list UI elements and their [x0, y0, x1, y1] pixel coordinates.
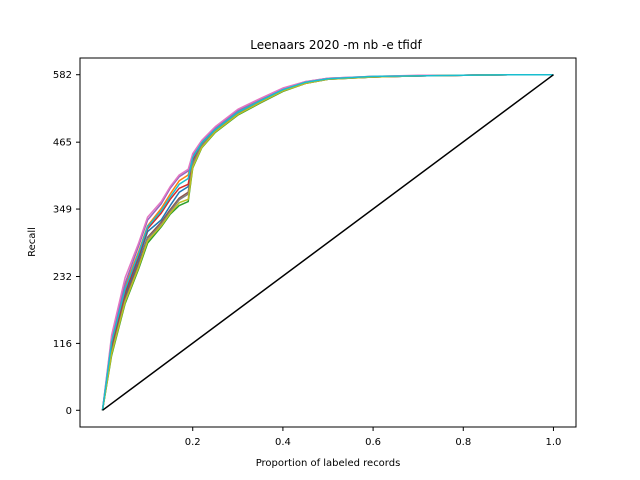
y-tick-label: 0 — [66, 406, 72, 417]
x-tick-label: 0.8 — [455, 437, 471, 448]
series-line-9 — [101, 73, 554, 411]
series-line-10 — [102, 74, 554, 411]
x-axis-label: Proportion of labeled records — [256, 458, 401, 469]
plot-lines — [101, 73, 554, 411]
x-tick-label: 0.4 — [275, 437, 291, 448]
x-tick-label: 0.2 — [185, 437, 201, 448]
y-axis-ticks: 0 116 232 349 465 582 — [53, 70, 80, 417]
y-tick-label: 349 — [53, 205, 72, 216]
y-axis-label: Recall — [27, 227, 38, 257]
y-tick-label: 232 — [53, 272, 72, 283]
y-tick-label: 116 — [53, 339, 72, 350]
y-tick-label: 465 — [53, 138, 72, 149]
plot-area-frame — [79, 57, 577, 428]
x-tick-label: 1.0 — [546, 437, 562, 448]
x-axis-ticks: 0.2 0.4 0.6 0.8 1.0 — [185, 427, 562, 448]
y-tick-label: 582 — [53, 70, 72, 81]
chart-title: Leenaars 2020 -m nb -e tfidf — [250, 38, 422, 52]
x-tick-label: 0.6 — [365, 437, 381, 448]
